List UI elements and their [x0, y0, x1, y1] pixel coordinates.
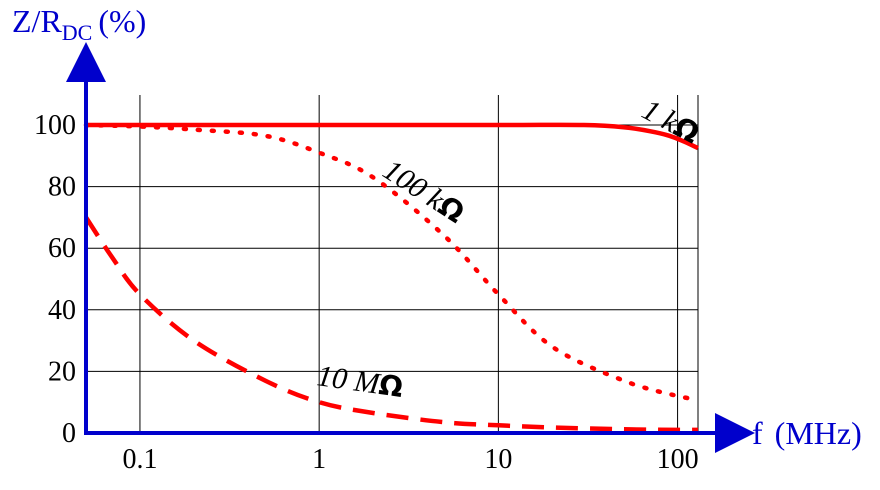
x-axis-title-unit: (MHz) — [775, 415, 862, 451]
svg-text:1 kΩ: 1 kΩ — [637, 93, 705, 150]
y-axis-title-main: Z/R — [12, 3, 62, 39]
series-line-2 — [84, 216, 699, 433]
y-tick-label-3: 60 — [48, 233, 76, 264]
x-axis-title: f (MHz) — [752, 415, 862, 451]
series-label-10M: 10 MΩ — [315, 359, 405, 404]
series-label-1k: 1 kΩ — [637, 93, 705, 150]
y-axis-title-unit: (%) — [98, 3, 146, 39]
y-axis-title: Z/RDC (%) — [12, 3, 146, 45]
series-label-10M-symbol: Ω — [377, 368, 405, 404]
svg-text:100 kΩ: 100 kΩ — [377, 153, 470, 230]
x-axis-title-symbol: f — [752, 415, 763, 451]
y-tick-label-0: 0 — [62, 418, 76, 449]
y-tick-label-2: 40 — [48, 295, 76, 326]
svg-text:10 MΩ: 10 MΩ — [315, 359, 405, 404]
tick-labels: 0.1 1 10 100 0 20 40 60 80 100 — [34, 110, 699, 475]
axes — [66, 42, 755, 453]
x-tick-label-0: 0.1 — [122, 444, 157, 475]
series-line-0 — [85, 122, 699, 151]
y-axis-title-sub: DC — [62, 20, 93, 45]
x-tick-label-1: 1 — [312, 444, 326, 475]
x-tick-label-3: 100 — [657, 444, 699, 475]
x-tick-label-2: 10 — [484, 444, 512, 475]
series-line-1 — [83, 122, 701, 402]
y-tick-label-1: 20 — [48, 356, 76, 387]
series-label-100k: 100 kΩ — [377, 153, 470, 230]
y-tick-label-5: 100 — [34, 110, 76, 141]
series-layer — [83, 122, 701, 433]
y-tick-label-4: 80 — [48, 172, 76, 203]
series-label-10M-text: 10 M — [315, 359, 383, 401]
